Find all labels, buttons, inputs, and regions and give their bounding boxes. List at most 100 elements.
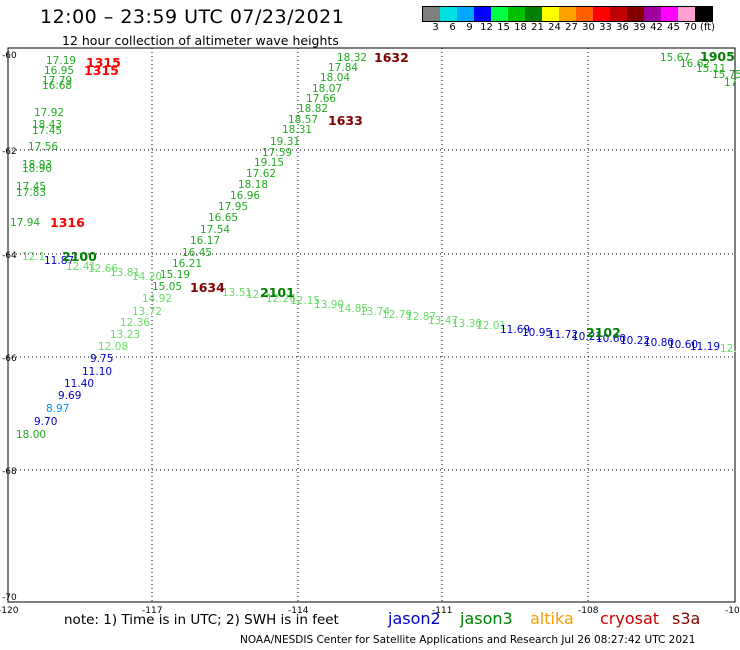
scale-label: 42 <box>650 22 663 33</box>
wave-height-value: 12.79 <box>382 309 412 321</box>
wave-height-value: 16.62 <box>680 58 710 70</box>
pass-time-mark: 1315 <box>86 55 121 70</box>
wave-height-value: 10.95 <box>522 327 552 339</box>
wave-height-value: 11.87 <box>44 255 74 267</box>
scale-label: 6 <box>449 22 456 33</box>
wave-height-value: 16.17 <box>190 235 220 247</box>
wave-height-value: 15.75 <box>712 69 740 81</box>
wave-height-value: 12.66 <box>88 263 118 275</box>
wave-height-value: 12.01 <box>476 320 506 332</box>
color-scale <box>422 6 713 22</box>
scale-label: 39 <box>633 22 646 33</box>
wave-height-value: 18.04 <box>320 72 350 84</box>
scale-swatch <box>610 7 627 21</box>
lon-label: -105 <box>725 606 740 616</box>
pass-time-mark: 1316 <box>50 215 85 230</box>
scale-swatch <box>661 7 678 21</box>
wave-height-value: 10.80 <box>644 337 674 349</box>
wave-height-value: 18.00 <box>16 429 46 441</box>
wave-height-value: 12.08 <box>98 341 128 353</box>
scale-label: 45 <box>667 22 680 33</box>
scale-swatch <box>491 7 508 21</box>
wave-height-value: 13.81 <box>110 267 140 279</box>
lon-label: -111 <box>432 606 452 616</box>
wave-height-value: 16.95 <box>44 65 74 77</box>
pass-time-mark: 2100 <box>62 249 97 264</box>
wave-height-value: 13.51 <box>222 287 252 299</box>
wave-height-value: 18.57 <box>288 114 318 126</box>
wave-height-value: 14.20 <box>132 271 162 283</box>
wave-height-value: 18.82 <box>298 103 328 115</box>
wave-height-value: 16.96 <box>230 190 260 202</box>
wave-height-value: 13.23 <box>110 329 140 341</box>
wave-height-value: 13.72 <box>132 306 162 318</box>
wave-height-value: 17.59 <box>262 147 292 159</box>
wave-height-value: 18.07 <box>312 83 342 95</box>
wave-height-value: 11.40 <box>64 378 94 390</box>
wave-height-value: 18.18 <box>238 179 268 191</box>
lat-label: -68 <box>2 467 17 477</box>
scale-swatch <box>576 7 593 21</box>
scale-label: (ft) <box>699 22 716 33</box>
satellite-altika: altika <box>530 609 574 628</box>
scale-label: 15 <box>497 22 510 33</box>
scale-label: 9 <box>466 22 473 33</box>
wave-height-value: 11.19 <box>690 341 720 353</box>
scale-label: 70 <box>684 22 697 33</box>
wave-height-value: 11.69 <box>500 324 530 336</box>
wave-height-value: 12.4 <box>246 289 270 301</box>
lat-label: -70 <box>2 593 17 603</box>
lon-label: -120 <box>0 606 19 616</box>
wave-height-value: 15.19 <box>160 269 190 281</box>
lat-label: -60 <box>2 51 17 61</box>
wave-height-value: 17.45 <box>16 181 46 193</box>
scale-swatch <box>678 7 695 21</box>
scale-label: 36 <box>616 22 629 33</box>
wave-height-value: 17.92 <box>34 107 64 119</box>
wave-height-value: 17.62 <box>246 168 276 180</box>
scale-swatch <box>644 7 661 21</box>
satellite-s3a: s3a <box>672 609 701 628</box>
wave-height-value: 17.83 <box>16 187 46 199</box>
wave-height-value: 9.75 <box>90 353 113 365</box>
plot-frame <box>7 47 736 603</box>
scale-label: 33 <box>599 22 612 33</box>
wave-height-value: 18.32 <box>337 52 367 64</box>
wave-height-value: 12.36 <box>120 317 150 329</box>
footer-note: note: 1) Time is in UTC; 2) SWH is in fe… <box>64 612 339 628</box>
wave-height-value: 17.94 <box>10 217 40 229</box>
wave-height-value: 16.21 <box>172 258 202 270</box>
lat-label: -62 <box>2 147 17 157</box>
wave-height-value: 17.45 <box>32 125 62 137</box>
wave-height-value: 18.93 <box>22 159 52 171</box>
wave-height-value: 8.97 <box>46 403 69 415</box>
pass-time-mark: 1315 <box>84 63 119 78</box>
scale-label: 18 <box>514 22 527 33</box>
wave-height-value: 17.19 <box>46 55 76 67</box>
lon-label: -114 <box>288 606 309 616</box>
satellite-jason3: jason3 <box>460 609 513 628</box>
pass-time-mark: 2102 <box>586 325 621 340</box>
scale-swatch <box>474 7 491 21</box>
wave-height-value: 19.31 <box>270 136 300 148</box>
wave-height-value: 18.43 <box>32 119 62 131</box>
wave-height-value: 17.54 <box>200 224 230 236</box>
scale-label: 27 <box>565 22 578 33</box>
scale-label: 21 <box>531 22 544 33</box>
scale-swatch <box>457 7 474 21</box>
wave-height-value: 10.60 <box>668 339 698 351</box>
scale-label: 3 <box>432 22 439 33</box>
wave-height-value: 11.72 <box>548 329 578 341</box>
wave-height-value: 14.92 <box>142 293 172 305</box>
scale-label: 12 <box>480 22 493 33</box>
wave-height-value: 12.15 <box>290 295 320 307</box>
scale-swatch <box>559 7 576 21</box>
pass-time-mark: 2101 <box>260 285 295 300</box>
scale-label: 24 <box>548 22 561 33</box>
wave-height-value: 13.90 <box>314 299 344 311</box>
wave-height-value: 19.15 <box>254 157 284 169</box>
scale-swatch <box>542 7 559 21</box>
wave-height-value: 18.90 <box>22 163 52 175</box>
wave-height-value: 17 <box>724 77 737 89</box>
page-subtitle: 12 hour collection of altimeter wave hei… <box>62 33 339 48</box>
